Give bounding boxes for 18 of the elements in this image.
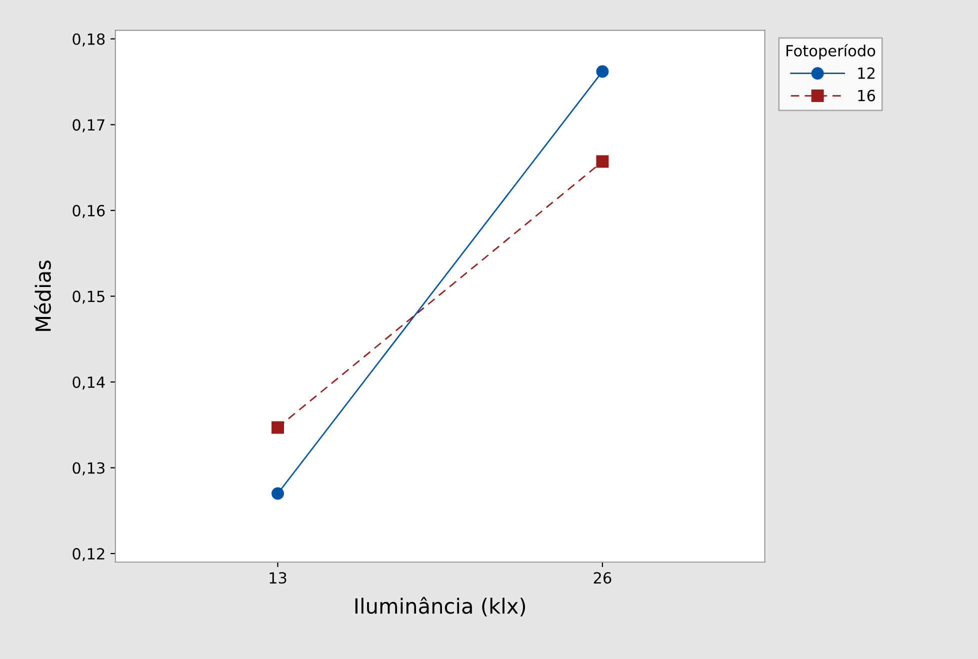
y-tick-label: 0,13 [72,462,104,476]
legend-label: 12 [858,67,874,79]
legend-title: Fotoperíodo [786,44,876,60]
x-axis-title: Iluminância (klx) [355,596,526,616]
y-tick-label: 0,12 [72,548,104,562]
y-tick-label: 0,18 [72,33,105,46]
legend-label: 16 [858,90,876,102]
point [272,421,284,434]
y-tick-label: 0,16 [72,204,105,218]
x-tick-label: 26 [594,572,612,584]
y-axis-title: Médias [34,260,51,331]
y-tick-label: 0,14 [72,376,105,390]
point [596,65,609,78]
y-tick-label: 0,15 [72,290,104,304]
point [272,487,284,500]
x-tick-label: 13 [270,572,286,584]
y-tick-label: 0,17 [72,119,104,132]
point [596,155,609,168]
